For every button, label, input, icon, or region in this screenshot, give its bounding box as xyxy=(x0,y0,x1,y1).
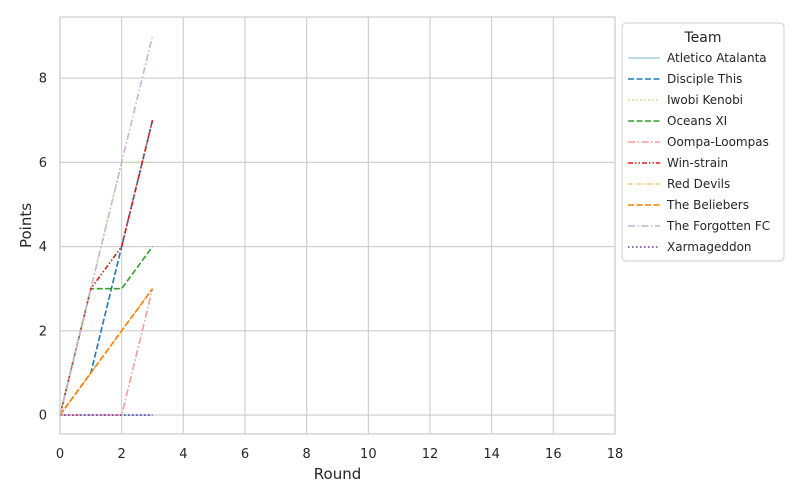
legend-box xyxy=(621,22,785,262)
plot-area xyxy=(60,17,615,434)
y-tick-label: 8 xyxy=(39,72,47,87)
x-tick-label: 16 xyxy=(545,447,562,462)
series-layer xyxy=(59,35,154,416)
legend-label: The Beliebers xyxy=(666,198,749,212)
x-tick-label: 2 xyxy=(118,447,126,462)
series-line xyxy=(59,246,154,416)
x-axis-label: Round xyxy=(314,465,361,483)
plot-border xyxy=(59,16,616,435)
legend-label: Disciple This xyxy=(667,72,742,86)
y-tick-label: 0 xyxy=(39,409,47,424)
series-line xyxy=(59,288,154,416)
x-tick-label: 4 xyxy=(179,447,187,462)
legend-items: Atletico Atalanta Disciple This Iwobi Keno… xyxy=(628,51,770,254)
y-tick-label: 4 xyxy=(39,240,47,255)
legend: Team Atletico Atalanta Disciple This Iwobi… xyxy=(621,22,785,262)
y-axis-label: Points xyxy=(17,203,35,248)
legend-label: Atletico Atalanta xyxy=(667,51,767,65)
x-tick-label: 8 xyxy=(303,447,311,462)
legend-label: Red Devils xyxy=(667,177,730,191)
y-tick-labels: 0 2 4 6 8 xyxy=(39,72,47,424)
y-tick-label: 2 xyxy=(39,324,47,339)
y-tick-label: 6 xyxy=(39,156,47,171)
x-tick-label: 14 xyxy=(483,447,500,462)
legend-title: Team xyxy=(683,30,721,46)
x-tick-label: 18 xyxy=(607,447,624,462)
legend-label: Oompa-Loompas xyxy=(667,135,769,149)
x-tick-label: 6 xyxy=(241,447,249,462)
x-tick-labels: 0 2 4 6 8 10 12 14 16 18 xyxy=(56,447,623,462)
legend-label: Iwobi Kenobi xyxy=(667,93,743,107)
legend-label: Oceans XI xyxy=(667,114,727,128)
x-tick-label: 0 xyxy=(56,447,64,462)
x-tick-label: 12 xyxy=(422,447,439,462)
legend-label: Win-strain xyxy=(667,156,728,170)
series-line xyxy=(59,120,154,416)
series-line xyxy=(60,288,154,416)
x-tick-label: 10 xyxy=(360,447,377,462)
legend-label: The Forgotten FC xyxy=(666,219,770,233)
series-line xyxy=(59,35,154,416)
legend-label: Xarmageddon xyxy=(667,240,752,254)
